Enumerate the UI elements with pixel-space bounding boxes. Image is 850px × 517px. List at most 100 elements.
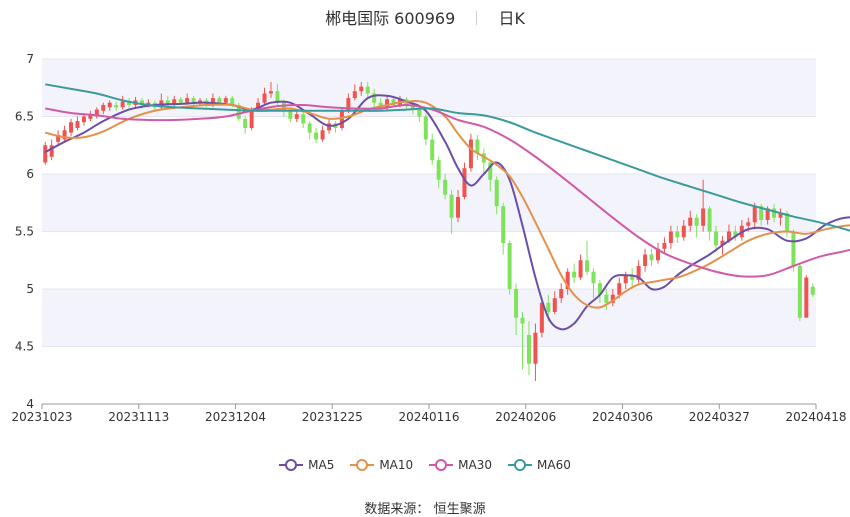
candle: [604, 289, 609, 310]
candle-body: [352, 91, 357, 99]
candle: [572, 263, 577, 284]
candle: [198, 98, 203, 105]
stock-name: 郴电国际: [325, 9, 390, 28]
candle: [578, 254, 583, 280]
candle-body: [262, 93, 267, 103]
candle-body: [565, 271, 570, 289]
candle-body: [230, 98, 235, 105]
candle-body: [359, 86, 364, 92]
candle-body: [610, 294, 615, 303]
legend-item-ma10[interactable]: MA10: [350, 458, 413, 472]
candle-body: [294, 114, 299, 119]
candle-body: [430, 139, 435, 161]
candle: [94, 107, 99, 119]
candle-body: [514, 289, 519, 318]
period-label: 日K: [498, 9, 525, 28]
source-provider: 恒生聚源: [433, 502, 486, 517]
candle-body: [784, 213, 789, 232]
candle: [494, 176, 499, 215]
legend-item-ma5[interactable]: MA5: [279, 458, 334, 472]
candle: [655, 243, 660, 264]
x-tick-label: 20240206: [495, 410, 556, 424]
candle-body: [443, 179, 448, 195]
candle-body: [449, 194, 454, 218]
candle-body: [139, 100, 144, 105]
candle: [688, 210, 693, 232]
legend-marker-icon: [285, 459, 298, 471]
candle: [514, 283, 519, 335]
candle-body: [726, 231, 731, 241]
candle-body: [797, 266, 802, 318]
legend-item-ma30[interactable]: MA30: [429, 458, 492, 472]
candle: [88, 110, 93, 122]
candle: [636, 260, 641, 284]
title-separator: [476, 11, 478, 25]
candle: [533, 323, 538, 381]
candle-body: [701, 208, 706, 226]
candle-body: [243, 118, 248, 128]
x-axis: 20231023 20231113 20231204 20231225 20240116…: [11, 403, 847, 424]
candle-body: [417, 109, 422, 117]
candle: [314, 128, 319, 143]
candle-body: [494, 179, 499, 207]
x-tick-label: 20231023: [11, 410, 72, 424]
candle: [597, 279, 602, 303]
candle: [449, 190, 454, 234]
candle-body: [468, 139, 473, 169]
candle: [365, 82, 370, 100]
source-label: 数据来源：: [364, 502, 430, 517]
candle: [591, 268, 596, 299]
candle: [430, 133, 435, 165]
candle-body: [694, 217, 699, 226]
candles: [43, 82, 815, 381]
y-tick-label: 5.5: [15, 225, 34, 239]
candle-body: [617, 283, 622, 295]
candle: [585, 240, 590, 276]
legend-label: MA60: [537, 458, 571, 472]
candle-body: [778, 213, 783, 218]
candle-body: [223, 98, 228, 103]
candle-body: [114, 105, 119, 108]
candle: [804, 275, 809, 318]
candle-body: [391, 99, 396, 105]
candle: [772, 203, 777, 223]
candle: [707, 206, 712, 241]
candle: [526, 321, 531, 376]
legend: MA5 MA10 MA30 MA60: [0, 458, 850, 474]
y-tick-label: 5: [26, 282, 34, 296]
legend-swatch: [279, 459, 304, 471]
candle: [43, 141, 48, 165]
candle-body: [249, 109, 254, 128]
candle: [681, 220, 686, 241]
candle: [301, 110, 306, 128]
legend-marker-icon: [356, 459, 369, 471]
candle-body: [378, 102, 383, 108]
candle-body: [623, 275, 628, 284]
candle-body: [88, 114, 93, 119]
ma10-line: [44, 100, 850, 309]
candle: [791, 229, 796, 272]
candle: [423, 114, 428, 146]
candle-body: [662, 243, 667, 249]
candle: [268, 82, 273, 99]
candle: [778, 208, 783, 226]
candle-body: [668, 231, 673, 243]
candle-body: [552, 298, 557, 312]
candle-body: [746, 222, 751, 226]
legend-item-ma60[interactable]: MA60: [508, 458, 571, 472]
candle-body: [314, 132, 319, 140]
legend-marker-icon: [435, 459, 448, 471]
candle-body: [217, 98, 222, 103]
candle-body: [655, 248, 660, 261]
candle-body: [191, 98, 196, 103]
candle-body: [520, 317, 525, 324]
candle: [352, 84, 357, 101]
candle: [481, 148, 486, 174]
candle-body: [288, 110, 293, 119]
candle-body: [339, 110, 344, 128]
candle-body: [572, 271, 577, 278]
candle-body: [410, 105, 415, 110]
candle-body: [501, 206, 506, 243]
candle-body: [475, 139, 480, 154]
candle-body: [810, 286, 815, 295]
